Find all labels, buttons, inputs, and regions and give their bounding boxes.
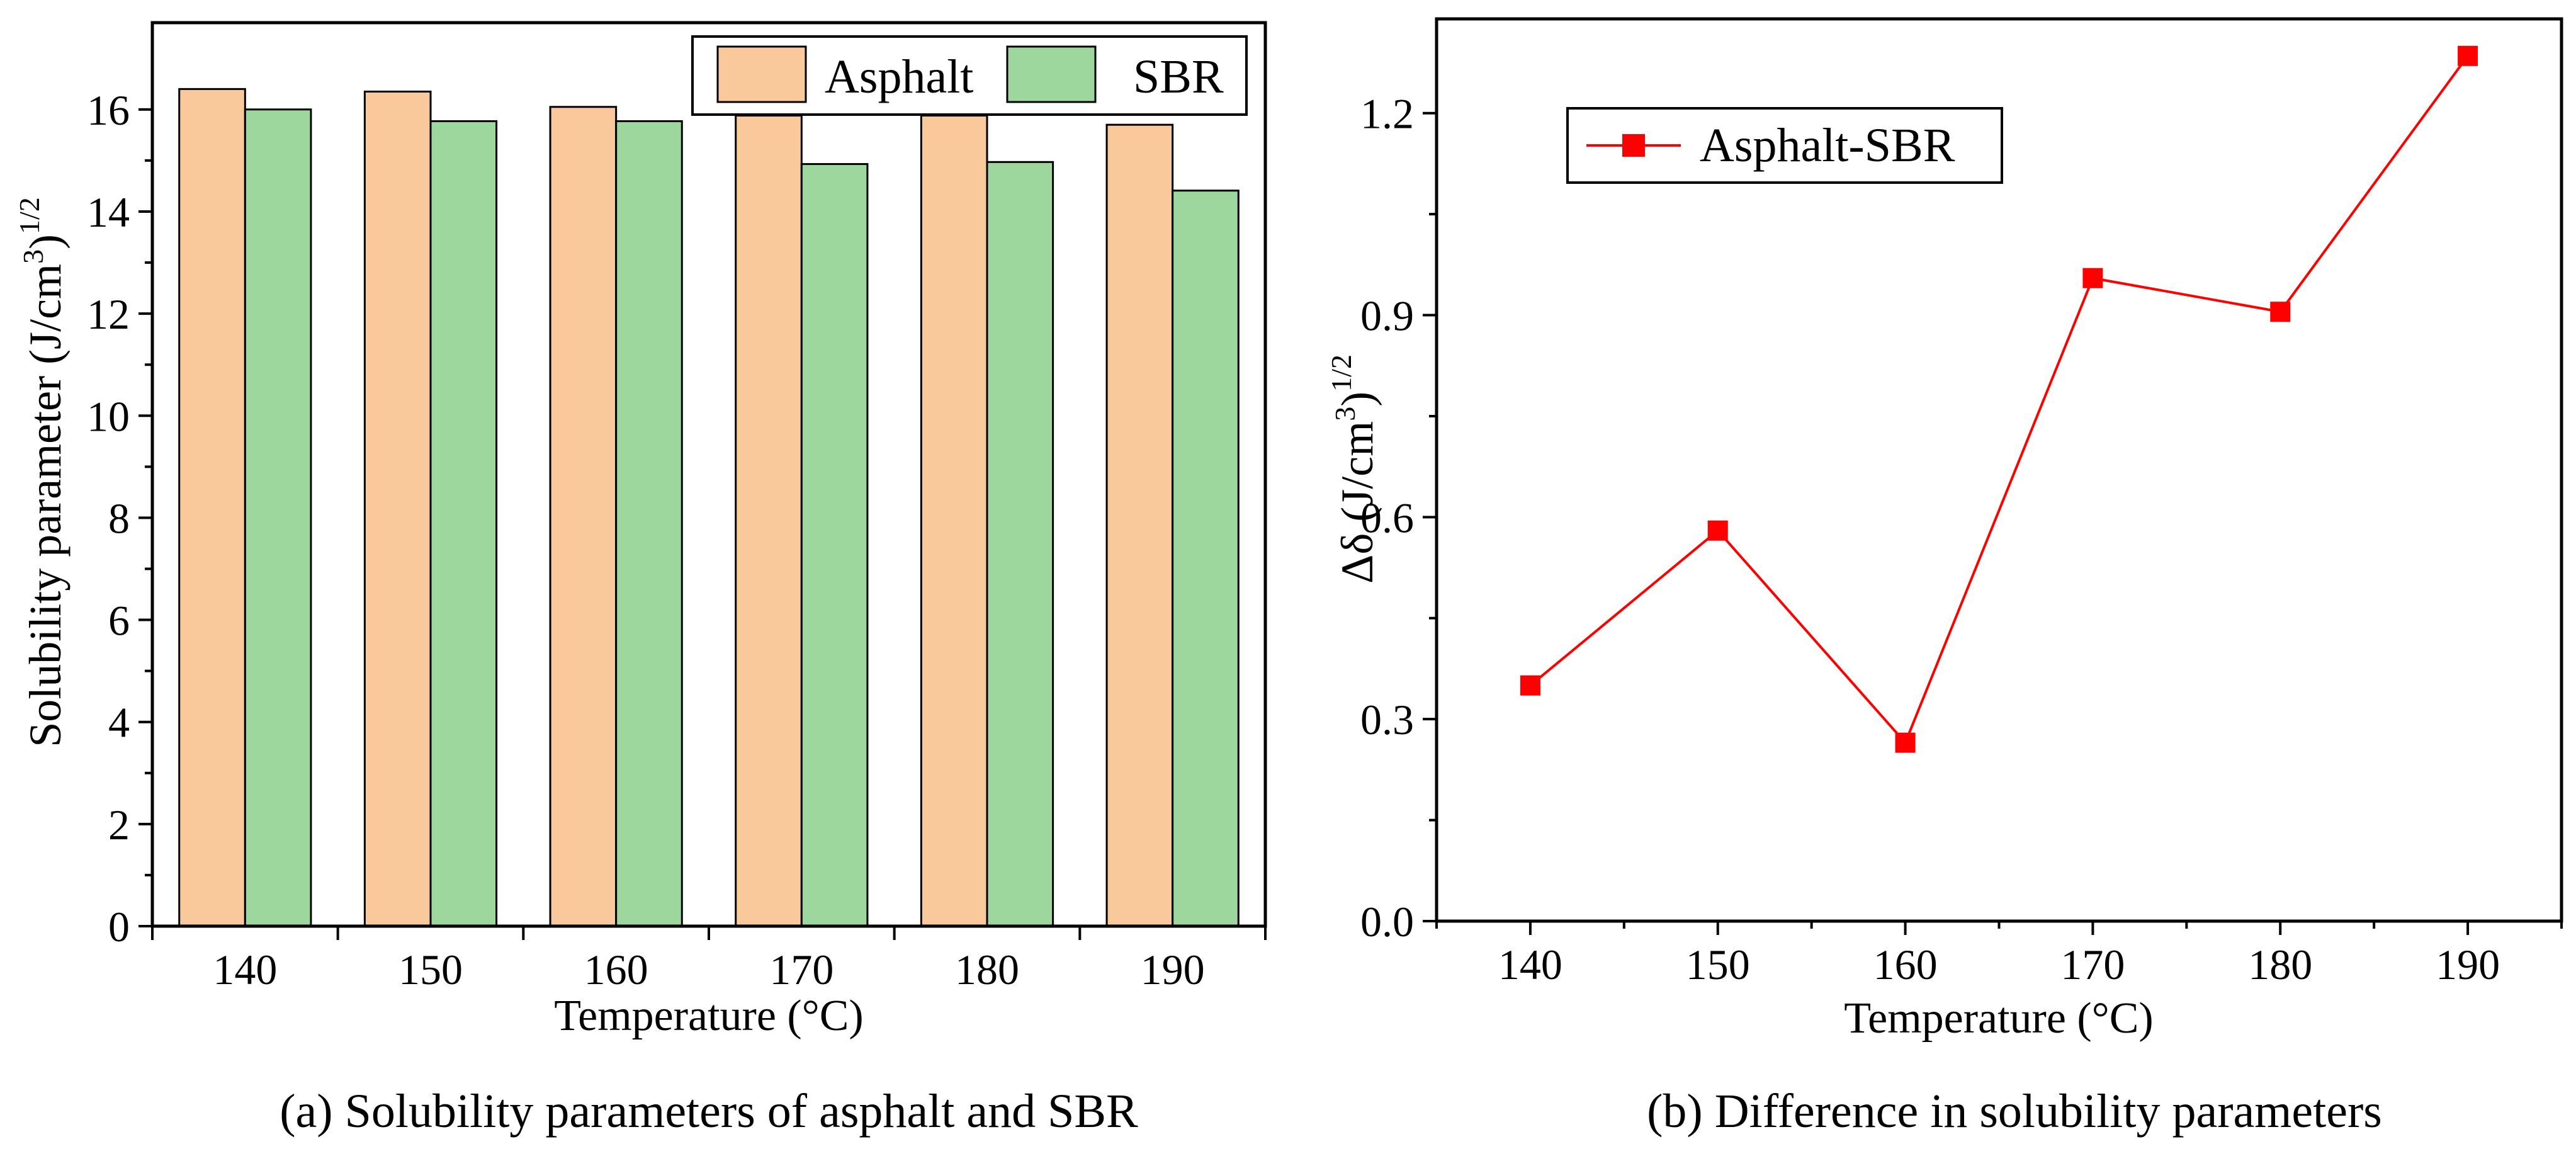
data-point-190	[2458, 45, 2478, 66]
caption-b: (b) Difference in solubility parameters	[1647, 1085, 2382, 1138]
legend-marker	[1622, 134, 1645, 157]
y-tick-label: 0	[108, 903, 130, 951]
data-point-180	[2270, 302, 2291, 322]
y-axis-title-main: Δδ (J/cm	[1332, 421, 1382, 584]
x-tick-label: 150	[1686, 941, 1750, 988]
series-asphalt-sbr	[1520, 45, 2478, 753]
bar-asphalt-190	[1105, 123, 1174, 927]
bar-chart-panel: 0 2 4 6 8 10 12 14 16 140 150 160 170 180 190 Asphalt…	[13, 21, 1267, 1138]
caption-a: (a) Solubility parameters of asphalt and…	[280, 1085, 1138, 1138]
y-tick-label: 0.0	[1360, 898, 1414, 946]
bar-group	[178, 88, 1240, 927]
bar-asphalt-160	[549, 106, 618, 927]
x-tick-label: 140	[213, 946, 277, 994]
x-axis-title: Temperature (°C)	[1844, 994, 2153, 1043]
x-tick-label: 180	[955, 946, 1019, 994]
y-tick-label: 0.6	[1360, 494, 1414, 541]
data-point-150	[1707, 520, 1728, 541]
bar-sbr-190	[1172, 190, 1240, 927]
x-tick-label: 150	[398, 946, 463, 994]
data-point-140	[1520, 675, 1540, 696]
bar-sbr-160	[615, 120, 683, 927]
bar-asphalt-150	[363, 90, 432, 927]
plot-frame	[150, 21, 1267, 928]
y-axis-title: Δδ (J/cm3)1/2	[1325, 354, 1382, 584]
bar-sbr-180	[986, 161, 1054, 927]
y-tick-label: 14	[87, 188, 130, 236]
bar-asphalt-140	[178, 88, 246, 927]
legend-swatch-sbr	[1006, 45, 1097, 103]
x-tick-label: 170	[2060, 941, 2125, 988]
bar-asphalt-170	[735, 115, 803, 927]
x-axis: 140 150 160 170 180 190	[151, 926, 1267, 994]
x-axis-title: Temperature (°C)	[554, 992, 863, 1040]
y-axis-title-tail: )	[20, 234, 71, 249]
bar-sbr-150	[429, 120, 498, 927]
legend: Asphalt SBR	[691, 35, 1248, 116]
y-tick-label: 0.3	[1360, 696, 1414, 744]
legend-label-asphalt: Asphalt	[825, 50, 973, 103]
x-axis: 140 150 160 170 180 190	[1435, 921, 2563, 988]
legend-label-sbr: SBR	[1133, 50, 1224, 103]
x-tick-label: 190	[2436, 941, 2500, 988]
y-axis-title-power: 1/2	[1325, 354, 1357, 392]
y-tick-label: 0.9	[1360, 292, 1414, 340]
x-tick-label: 170	[769, 946, 833, 994]
y-tick-label: 12	[87, 290, 130, 338]
y-axis: 0.0 0.3 0.6 0.9 1.2	[1360, 90, 1437, 946]
data-point-170	[2082, 268, 2103, 288]
bar-sbr-140	[244, 108, 312, 927]
x-tick-label: 160	[584, 946, 648, 994]
x-tick-label: 180	[2248, 941, 2312, 988]
line-chart-panel: 0.0 0.3 0.6 0.9 1.2 140 150 160 170 180 190 Aspha…	[1325, 17, 2563, 1138]
y-tick-label: 2	[108, 801, 130, 849]
x-tick-label: 140	[1498, 941, 1562, 988]
y-axis: 0 2 4 6 8 10 12 14 16	[87, 86, 152, 951]
y-axis-title-main: Solubility parameter (J/cm	[20, 264, 71, 747]
y-axis-title-tail: )	[1332, 392, 1382, 407]
y-axis-title-sup: 3	[1329, 407, 1361, 421]
series-line	[1529, 55, 2469, 745]
legend-label-asphalt-sbr: Asphalt-SBR	[1700, 119, 1955, 172]
y-axis-title-power: 1/2	[13, 197, 45, 234]
y-tick-label: 8	[108, 494, 130, 542]
y-tick-label: 10	[87, 392, 130, 440]
y-tick-label: 6	[108, 597, 130, 645]
y-axis-title-sup: 3	[17, 249, 49, 264]
y-tick-label: 1.2	[1360, 90, 1414, 138]
x-tick-label: 160	[1873, 941, 1938, 988]
bar-asphalt-180	[920, 115, 988, 927]
bar-sbr-170	[800, 163, 869, 927]
data-point-160	[1895, 732, 1916, 753]
y-tick-label: 16	[87, 86, 130, 134]
y-axis-title: Solubility parameter (J/cm3)1/2	[13, 197, 71, 747]
x-tick-label: 190	[1141, 946, 1205, 994]
legend-swatch-asphalt	[716, 45, 807, 103]
y-tick-label: 4	[108, 699, 130, 747]
legend: Asphalt-SBR	[1566, 107, 2003, 184]
